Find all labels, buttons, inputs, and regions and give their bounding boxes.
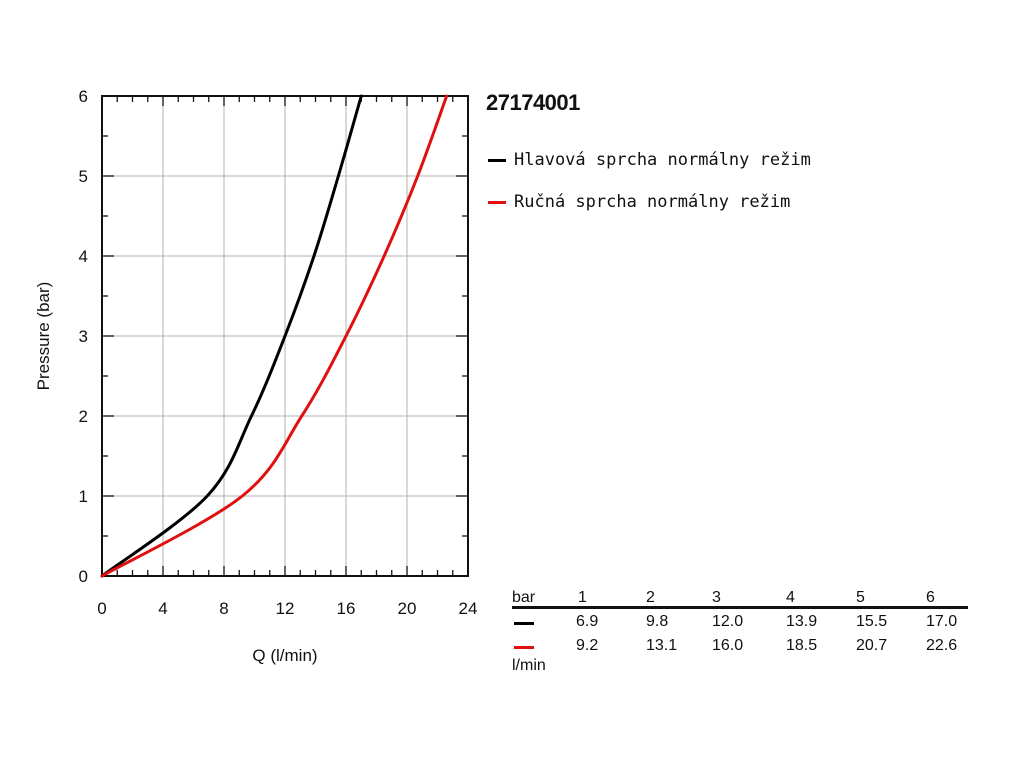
table-header-cell: 3 xyxy=(712,589,721,606)
table-cell: 18.5 xyxy=(786,637,818,654)
x-tick-label: 4 xyxy=(158,599,167,618)
table-cell: 13.1 xyxy=(646,637,678,654)
table-cell: 13.9 xyxy=(786,613,818,630)
x-tick-label: 12 xyxy=(276,599,295,618)
table-header-cell: 1 xyxy=(578,589,587,606)
table-header-cell: 5 xyxy=(856,589,865,606)
y-tick-label: 2 xyxy=(79,407,88,426)
table-cell: 6.9 xyxy=(576,613,599,630)
legend-swatch-black xyxy=(488,158,506,162)
y-tick-label: 5 xyxy=(79,167,88,186)
legend-label: Ručná sprcha normálny režim xyxy=(514,192,791,212)
x-tick-label: 24 xyxy=(459,599,478,618)
table-unit-flow: l/min xyxy=(512,657,546,674)
x-tick-label: 20 xyxy=(398,599,417,618)
table-divider xyxy=(512,606,968,609)
table-unit-bar: bar xyxy=(512,589,536,606)
x-tick-label: 16 xyxy=(337,599,356,618)
legend-swatch-red xyxy=(488,200,506,204)
plot-frame xyxy=(101,95,469,577)
table-cell: 16.0 xyxy=(712,637,744,654)
table-cell: 12.0 xyxy=(712,613,744,630)
series-line-0 xyxy=(100,94,363,578)
table-cell: 15.5 xyxy=(856,613,888,630)
row-swatch-red xyxy=(514,646,534,649)
legend-label: Hlavová sprcha normálny režim xyxy=(514,150,811,170)
table-cell: 17.0 xyxy=(926,613,958,630)
table-row: 6.9 9.8 12.0 13.9 15.5 17.0 xyxy=(512,613,968,635)
series-line-1 xyxy=(100,94,449,578)
y-tick-label: 1 xyxy=(79,487,88,506)
table-cell: 9.2 xyxy=(576,637,599,654)
table-cell: 22.6 xyxy=(926,637,958,654)
y-axis-label: Pressure (bar) xyxy=(34,281,53,391)
y-tick-label: 0 xyxy=(79,567,88,586)
y-tick-label: 4 xyxy=(79,247,88,266)
x-axis-label: Q (l/min) xyxy=(252,646,318,665)
chart-title: 27174001 xyxy=(486,90,580,115)
x-tick-label: 8 xyxy=(219,599,228,618)
x-tick-label: 0 xyxy=(97,599,106,618)
table-header-cell: 2 xyxy=(646,589,655,606)
legend-item-hand-shower: Ručná sprcha normálny režim xyxy=(488,192,811,212)
y-tick-label: 3 xyxy=(79,327,88,346)
table-row: 9.2 13.1 16.0 18.5 20.7 22.6 xyxy=(512,637,968,659)
legend: Hlavová sprcha normálny režim Ručná sprc… xyxy=(488,150,811,234)
legend-item-head-shower: Hlavová sprcha normálny režim xyxy=(488,150,811,170)
table-cell: 20.7 xyxy=(856,637,888,654)
table-header-cell: 4 xyxy=(786,589,795,606)
table-cell: 9.8 xyxy=(646,613,669,630)
table-header-cell: 6 xyxy=(926,589,935,606)
y-tick-label: 6 xyxy=(79,87,88,106)
table-header-row: bar 1 2 3 4 5 6 xyxy=(512,589,968,611)
flow-table: bar 1 2 3 4 5 6 6.9 9.8 12.0 13.9 15.5 1… xyxy=(512,589,968,674)
row-swatch-black xyxy=(514,622,534,625)
